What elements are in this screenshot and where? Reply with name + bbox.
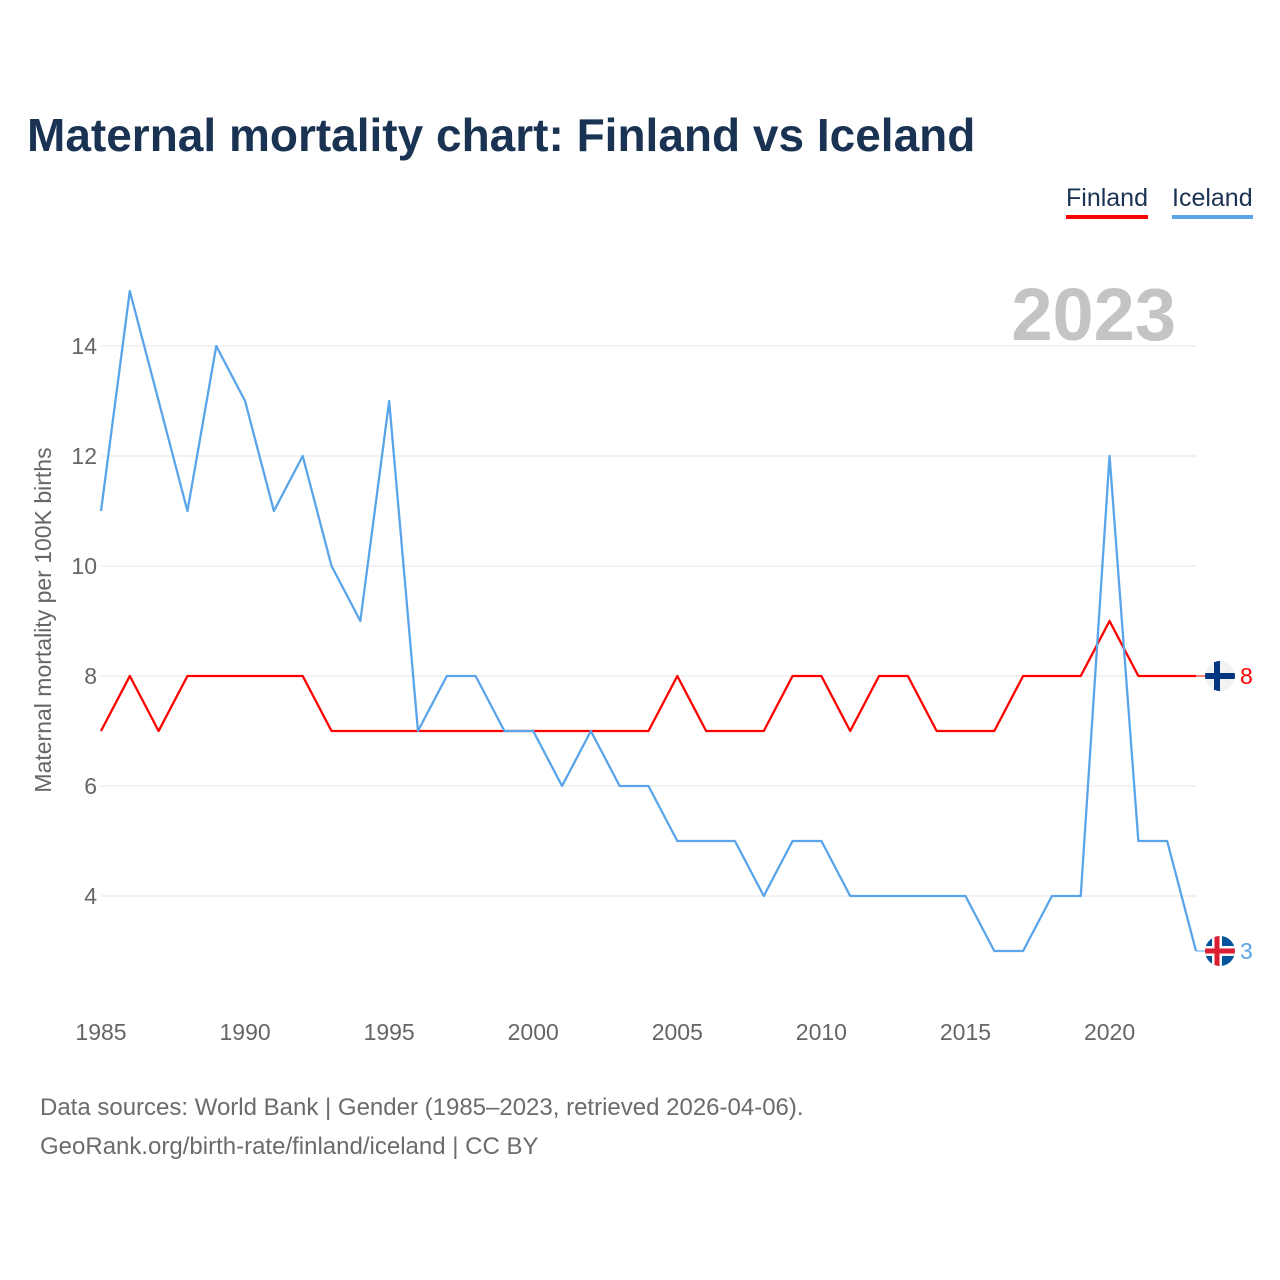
series-line-iceland: [99, 289, 1198, 953]
flag-body: [1205, 936, 1235, 966]
x-tick-label: 2015: [940, 1019, 991, 1045]
x-tick-label: 2020: [1084, 1019, 1135, 1045]
end-value-label: 8: [1240, 663, 1253, 689]
x-tick-label: 2005: [652, 1019, 703, 1045]
x-tick-label: 1990: [219, 1019, 270, 1045]
iceland-flag-icon: [1205, 936, 1235, 966]
flag-cross-red: [1205, 948, 1235, 954]
series-line-finland: [99, 619, 1196, 733]
attribution-link[interactable]: GeoRank.org/birth-rate/finland/iceland |…: [40, 1133, 539, 1160]
end-value-label: 3: [1240, 938, 1253, 964]
year-display: 2023: [1011, 273, 1176, 356]
footer: Data sources: World Bank | Gender (1985–…: [40, 1088, 804, 1166]
x-tick-label: 2000: [508, 1019, 559, 1045]
finland-flag-icon: [1205, 661, 1235, 691]
flag-cross: [1214, 661, 1220, 691]
chart-title: Maternal mortality chart: Finland vs Ice…: [27, 109, 976, 161]
x-tick-label: 1985: [75, 1019, 126, 1045]
y-tick-label: 8: [84, 663, 97, 689]
x-tick-label: 2010: [796, 1019, 847, 1045]
legend-finland[interactable]: Finland: [1066, 184, 1148, 219]
source-text: Data sources: World Bank | Gender (1985–…: [40, 1094, 804, 1121]
y-tick-label: 14: [71, 333, 97, 359]
y-tick-label: 4: [84, 883, 97, 909]
y-tick-label: 6: [84, 773, 97, 799]
x-tick-label: 1995: [364, 1019, 415, 1045]
flag-cross-red: [1214, 936, 1220, 966]
legend-iceland[interactable]: Iceland: [1172, 184, 1253, 219]
y-tick-label: 12: [71, 443, 97, 469]
y-axis-label: Maternal mortality per 100K births: [30, 447, 56, 792]
y-tick-label: 10: [71, 553, 97, 579]
flag-body: [1205, 661, 1235, 691]
